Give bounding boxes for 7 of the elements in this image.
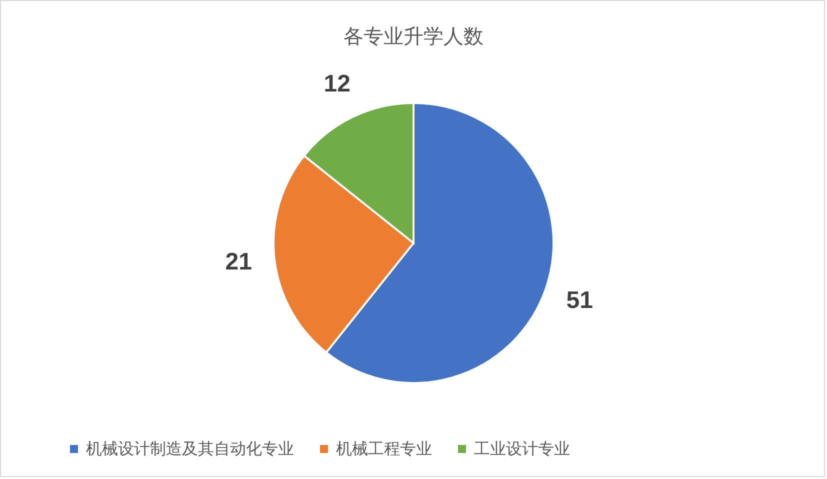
chart-title: 各专业升学人数 xyxy=(344,26,484,48)
legend-label: 工业设计专业 xyxy=(474,440,570,458)
data-label: 21 xyxy=(225,248,252,276)
data-label: 51 xyxy=(566,287,593,314)
legend-label: 机械设计制造及其自动化专业 xyxy=(86,440,294,458)
data-label: 12 xyxy=(324,70,350,98)
legend-label: 机械工程专业 xyxy=(336,440,432,458)
